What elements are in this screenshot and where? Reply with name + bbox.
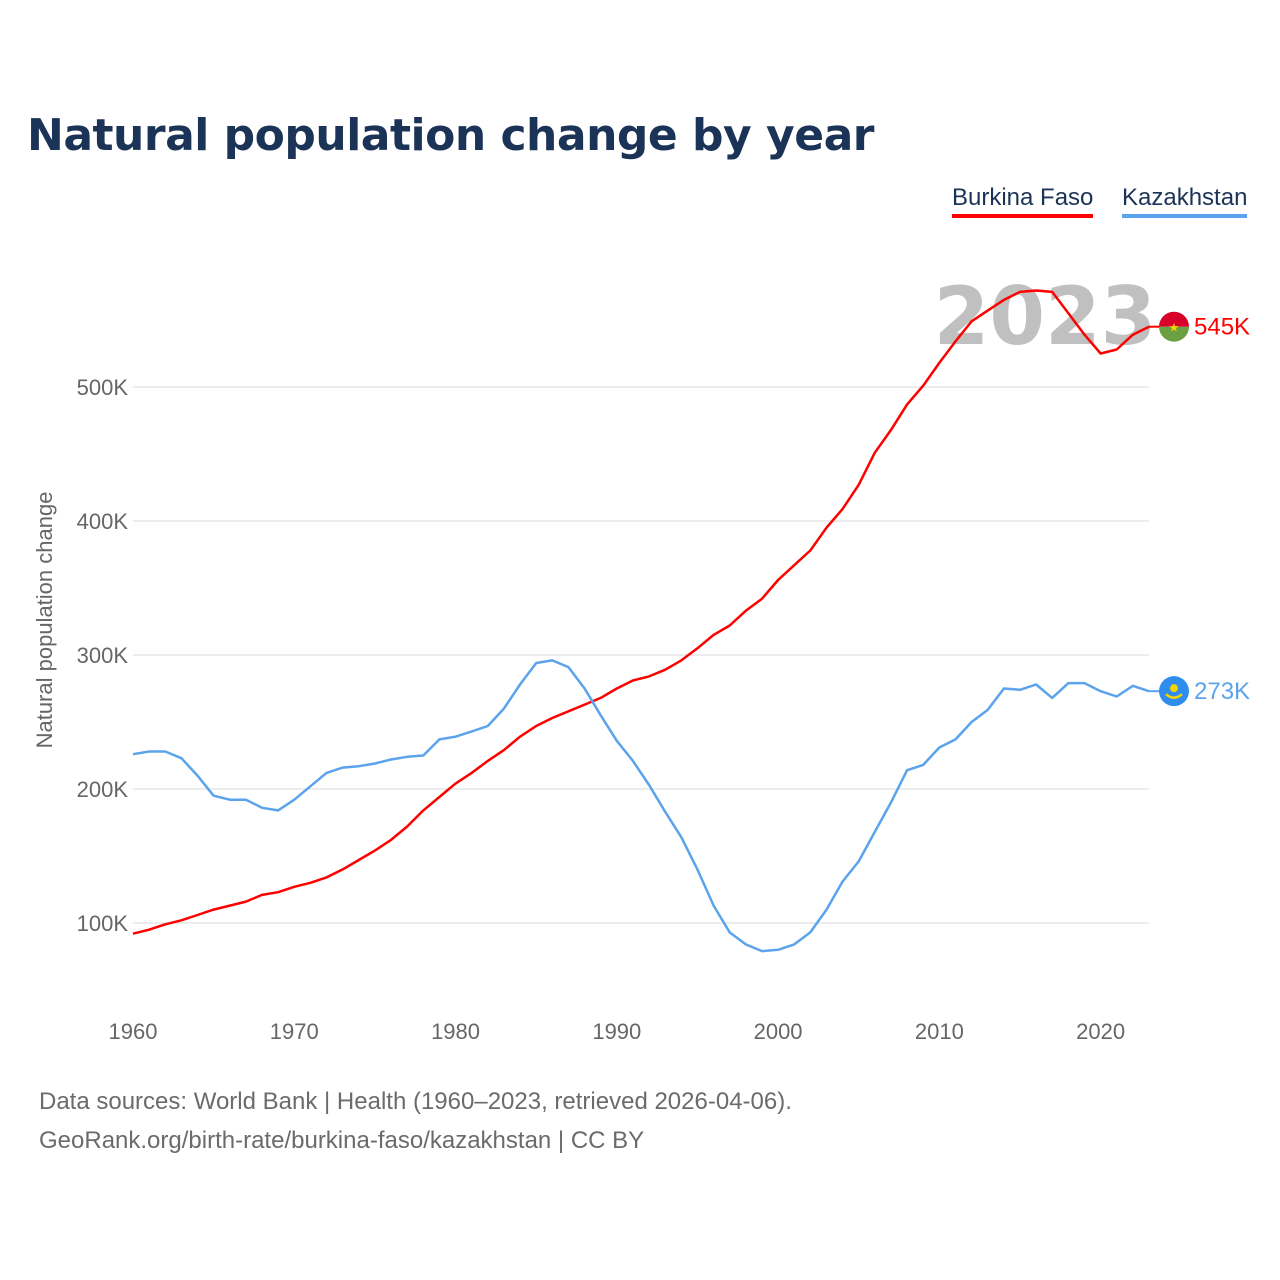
y-axis-label: Natural population change — [32, 492, 57, 749]
star-icon: ★ — [1169, 321, 1180, 335]
flag-green-half — [1159, 326, 1189, 342]
eagle-icon — [1165, 693, 1183, 699]
end-value-label: 545K — [1194, 314, 1250, 341]
burkina-faso-flag-icon: ★ — [1159, 311, 1189, 342]
x-tick-label: 1960 — [109, 1019, 158, 1044]
x-tick-label: 1980 — [431, 1019, 480, 1044]
legend-burkina-faso[interactable]: Burkina Faso — [952, 184, 1094, 218]
series-line-burkina-faso — [132, 289, 1150, 935]
chart-title: Natural population change by year — [27, 110, 874, 161]
legend-kazakhstan[interactable]: Kazakhstan — [1122, 184, 1248, 218]
flag-red-half — [1159, 311, 1189, 327]
y-tick-label: 100K — [77, 911, 129, 936]
footer-sources: Data sources: World Bank | Health (1960–… — [39, 1088, 792, 1115]
x-tick-label: 2010 — [915, 1019, 964, 1044]
y-tick-label: 400K — [77, 509, 129, 534]
x-tick-label: 1970 — [270, 1019, 319, 1044]
end-value-label: 273K — [1194, 678, 1250, 705]
sun-icon — [1170, 684, 1178, 693]
y-tick-label: 300K — [77, 643, 129, 668]
footer-attribution: GeoRank.org/birth-rate/burkina-faso/kaza… — [39, 1127, 645, 1154]
y-tick-label: 500K — [77, 375, 129, 400]
x-tick-label: 2020 — [1076, 1019, 1125, 1044]
y-tick-label: 200K — [77, 777, 129, 802]
kazakhstan-flag-icon — [1159, 676, 1189, 707]
year-watermark: 2023 — [934, 270, 1157, 363]
x-tick-label: 2000 — [754, 1019, 803, 1044]
x-tick-label: 1990 — [592, 1019, 641, 1044]
series-line-kazakhstan — [132, 659, 1150, 953]
